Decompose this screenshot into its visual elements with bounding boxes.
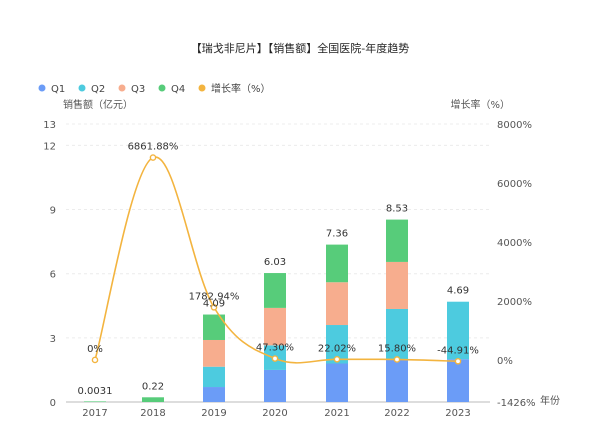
bar-q1-2021 [326,363,348,402]
y2-axis-ticks: -1426% 0% 2000% 4000% 6000% 8000% [497,120,536,409]
bar-q4-2017 [84,401,106,402]
x-tick-2019: 2019 [201,408,226,419]
bar-q1-2020 [264,369,286,402]
bar-q4-2018 [142,397,164,402]
growth-label-2017: 0% [87,344,103,355]
total-label-2017: 0.0031 [78,386,113,397]
bar-q3-2020 [264,307,286,346]
growth-label-2023: -44.91% [437,345,479,356]
legend-label-0: Q1 [51,84,65,95]
y-tick-3: 9 [50,206,56,217]
chart-title: 【瑞戈非尼片】【销售额】全国医院-年度趋势 [191,41,409,55]
total-label-2018: 0.22 [142,381,164,392]
growth-label-2019: 1782.94% [189,291,240,302]
y2-tick-5: 8000% [497,120,532,131]
bar-q2-2022 [386,308,408,360]
legend-label-2: Q3 [131,84,145,95]
growth-line-series [91,154,462,365]
legend-swatch-1 [78,84,86,92]
x-tick-2023: 2023 [445,408,470,419]
x-axis-ticks: 2017 2018 2019 2020 2021 2022 2023 [82,408,470,419]
bar-q2-2023 [447,301,469,360]
legend-swatch-4 [198,84,206,92]
y-tick-0: 0 [50,398,56,409]
bar-q2-2019 [203,366,225,388]
legend-label-3: Q4 [171,84,185,95]
growth-label-2018: 6861.88% [128,142,179,153]
x-tick-2017: 2017 [82,408,107,419]
growth-label-2021: 22.02% [318,343,356,354]
x-tick-2021: 2021 [324,408,349,419]
bar-series [84,219,469,402]
legend-swatch-2 [118,84,126,92]
x-axis-label: 年份 [540,394,560,407]
x-tick-2020: 2020 [262,408,287,419]
bar-q1-2022 [386,359,408,402]
legend-swatch-3 [158,84,166,92]
bar-q4-2021 [326,244,348,283]
y-axis-label: 销售额（亿元） [63,98,133,111]
y2-tick-4: 6000% [497,179,532,190]
growth-line-path [94,156,459,364]
total-label-2020: 6.03 [264,257,286,268]
growth-point-2019 [210,304,218,311]
growth-label-2020: 47.30% [256,343,294,354]
y2-tick-1: 0% [497,356,513,367]
legend-label-1: Q2 [91,84,105,95]
bar-q1-2019 [203,387,225,402]
total-labels: 0.0031 0.22 4.09 6.03 7.36 8.53 4.69 [78,204,470,397]
growth-point-2022 [393,356,401,363]
y-axis-ticks: 0 3 6 9 12 13 [43,120,56,409]
total-label-2019: 4.09 [203,299,225,310]
y-tick-1: 3 [50,334,56,345]
legend-label-4: 增长率（%） [211,82,271,95]
bar-q4-2022 [386,219,408,262]
growth-label-2022: 15.80% [378,343,416,354]
x-tick-2018: 2018 [140,408,165,419]
y-tick-2: 6 [50,270,56,281]
y2-axis-label: 增长率（%） [450,98,510,111]
growth-labels: 0% 6861.88% 1782.94% 47.30% 22.02% 15.80% -44.… [87,142,479,357]
x-tick-2022: 2022 [384,408,409,419]
y2-tick-2: 2000% [497,297,532,308]
y2-tick-3: 4000% [497,238,532,249]
growth-point-2023 [454,357,462,365]
y-tick-4: 12 [43,141,56,152]
growth-point-2018 [149,154,157,161]
bar-q4-2020 [264,273,286,308]
growth-point-2020 [271,355,279,362]
total-label-2021: 7.36 [326,229,348,240]
total-label-2022: 8.53 [386,204,408,215]
legend-swatch-0 [38,84,46,92]
growth-point-2017 [91,356,99,364]
bar-q2-2021 [326,325,348,364]
bar-q3-2019 [203,339,225,367]
bar-q4-2019 [203,314,225,340]
y2-tick-0: -1426% [497,398,536,409]
legend: Q1 Q2 Q3 Q4 增长率（%） [38,82,271,95]
bar-q3-2021 [326,282,348,326]
bar-q3-2022 [386,261,408,309]
growth-point-2021 [333,355,341,363]
bar-q1-2023 [447,359,469,402]
total-label-2023: 4.69 [447,286,469,297]
y-tick-5: 13 [43,120,56,131]
